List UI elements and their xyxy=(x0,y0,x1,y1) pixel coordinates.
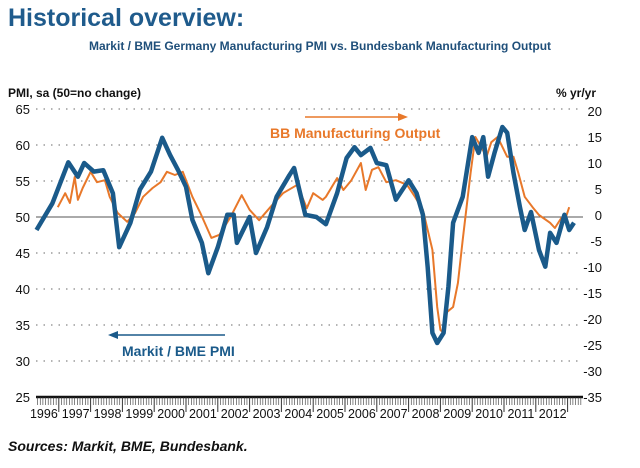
right-tick-label: -10 xyxy=(583,260,602,275)
output-legend-arrowhead xyxy=(398,113,408,121)
right-tick-label: -15 xyxy=(583,286,602,301)
left-tick-label: 50 xyxy=(16,210,30,225)
x-tick-label: 2011 xyxy=(507,407,534,421)
x-tick-label: 2003 xyxy=(253,407,281,421)
left-tick-label: 30 xyxy=(16,354,30,369)
pmi-legend-arrowhead xyxy=(108,331,118,339)
left-tick-label: 40 xyxy=(16,282,30,297)
left-tick-label: 35 xyxy=(16,318,30,333)
right-tick-label: 0 xyxy=(595,208,602,223)
x-tick-label: 1999 xyxy=(125,407,153,421)
x-tick-label: 2005 xyxy=(316,407,344,421)
source-note: Sources: Markit, BME, Bundesbank. xyxy=(8,438,248,454)
left-tick-label: 60 xyxy=(16,138,30,153)
left-tick-label: 65 xyxy=(16,102,30,117)
right-tick-label: -5 xyxy=(590,234,602,249)
x-tick-label: 2007 xyxy=(380,407,408,421)
x-tick-label: 2000 xyxy=(157,407,185,421)
chart-title: Markit / BME Germany Manufacturing PMI v… xyxy=(88,39,552,53)
x-tick-label: 2006 xyxy=(348,407,376,421)
left-tick-label: 25 xyxy=(16,390,30,405)
x-tick-label: 2010 xyxy=(475,407,503,421)
left-axis-label: PMI, sa (50=no change) xyxy=(8,86,141,100)
x-tick-label: 2008 xyxy=(412,407,440,421)
pmi-line xyxy=(34,124,576,346)
pmi-legend-label: Markit / BME PMI xyxy=(122,343,235,359)
left-tick-label: 45 xyxy=(16,246,30,261)
right-tick-label: 15 xyxy=(588,130,602,145)
x-tick-label: 1997 xyxy=(62,407,90,421)
x-tick-label: 2004 xyxy=(284,407,312,421)
x-tick-label: 2012 xyxy=(539,407,567,421)
right-tick-label: -30 xyxy=(583,364,602,379)
x-tick-label: 2001 xyxy=(189,407,217,421)
left-tick-label: 55 xyxy=(16,174,30,189)
page-title: Historical overview: xyxy=(8,4,245,32)
right-tick-label: -25 xyxy=(583,338,602,353)
output-legend-label: BB Manufacturing Output xyxy=(270,125,441,141)
x-tick-label: 1998 xyxy=(94,407,122,421)
x-tick-label: 1996 xyxy=(30,407,58,421)
right-axis-label: % yr/yr xyxy=(556,86,596,100)
right-tick-label: 10 xyxy=(588,156,602,171)
x-tick-label: 2002 xyxy=(221,407,249,421)
right-tick-label: 5 xyxy=(595,182,602,197)
right-tick-label: -20 xyxy=(583,312,602,327)
x-tick-label: 2009 xyxy=(443,407,471,421)
right-tick-label: 20 xyxy=(588,104,602,119)
right-tick-label: -35 xyxy=(583,390,602,405)
